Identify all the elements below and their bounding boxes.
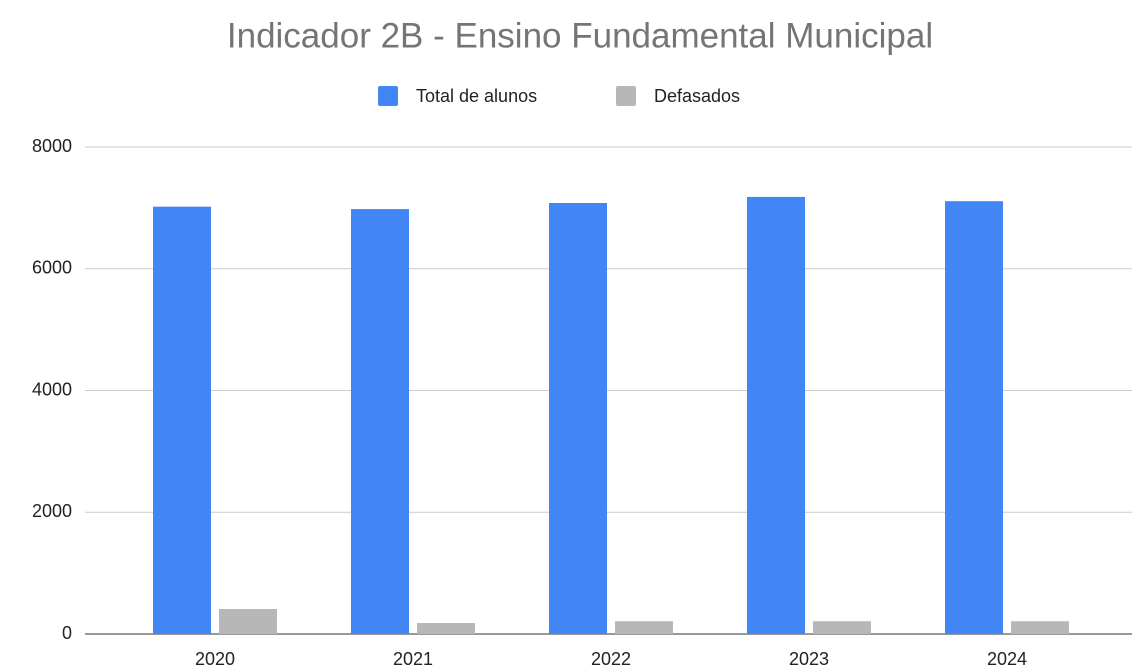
x-tick-label: 2021 <box>393 649 433 669</box>
y-tick-label: 8000 <box>32 136 72 156</box>
legend-swatch <box>616 86 636 106</box>
bar <box>219 609 277 634</box>
bar <box>1011 621 1069 634</box>
legend-swatch <box>378 86 398 106</box>
x-tick-label: 2022 <box>591 649 631 669</box>
x-tick-label: 2023 <box>789 649 829 669</box>
bar <box>615 621 673 634</box>
y-tick-label: 6000 <box>32 258 72 278</box>
bar <box>813 621 871 634</box>
chart-title: Indicador 2B - Ensino Fundamental Munici… <box>227 16 933 55</box>
x-tick-label: 2020 <box>195 649 235 669</box>
x-tick-label: 2024 <box>987 649 1027 669</box>
bar <box>351 209 409 634</box>
bar <box>417 623 475 634</box>
bar <box>747 196 805 635</box>
legend-label: Total de alunos <box>416 86 537 106</box>
y-tick-label: 2000 <box>32 501 72 521</box>
legend-label: Defasados <box>654 86 740 106</box>
y-tick-label: 4000 <box>32 379 72 399</box>
bar <box>153 206 211 634</box>
y-tick-label: 0 <box>62 623 72 643</box>
bar <box>945 201 1003 634</box>
bar <box>549 203 607 634</box>
